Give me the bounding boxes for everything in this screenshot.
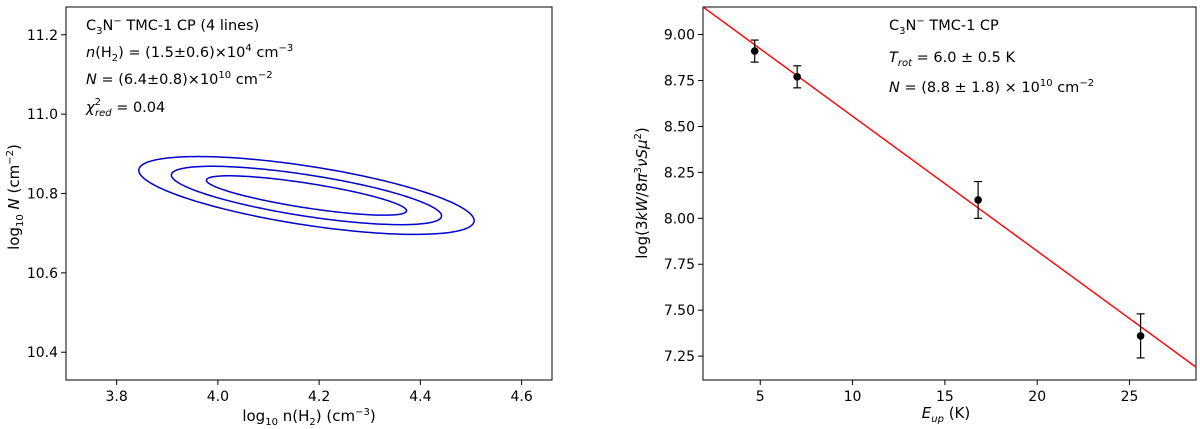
right-annotation-trot: Trot = 6.0 ± 0.5 K	[889, 50, 1015, 69]
right-y-tick-label: 8.75	[664, 73, 695, 89]
contour-line	[205, 175, 408, 216]
right-y-tick-label: 7.75	[664, 257, 695, 273]
left-y-tick-label: 11.0	[27, 107, 58, 123]
right-x-ticks: 5 10 15 20 25	[756, 380, 1139, 405]
left-x-ticks: 3.8 4.0 4.2 4.4 4.6	[105, 380, 533, 405]
contour-panel: 3.8 4.0 4.2 4.4 4.6 10.4 10.6 10.8 11.0 11.2 C3N…	[5, 6, 553, 428]
right-y-tick-label: 8.00	[664, 211, 695, 227]
right-x-tick-label: 25	[1121, 389, 1139, 405]
left-x-tick-label: 4.0	[207, 389, 229, 405]
right-y-tick-label: 8.50	[664, 119, 695, 135]
contour-line	[138, 155, 475, 236]
left-y-ticks: 10.4 10.6 10.8 11.0 11.2	[27, 28, 66, 361]
left-annotation-density: n(H2) = (1.5±0.6)×104 cm−3	[86, 43, 293, 64]
right-y-tick-label: 8.25	[664, 165, 695, 181]
left-annotation-chi2: χ2 red = 0.04	[85, 97, 165, 119]
left-y-tick-label: 10.4	[27, 345, 58, 361]
left-y-axis-label: log10 N (cm−2)	[5, 144, 26, 250]
right-y-tick-label: 9.00	[664, 28, 695, 44]
data-points	[750, 39, 1145, 359]
left-x-tick-label: 4.6	[510, 389, 532, 405]
right-y-tick-label: 7.25	[664, 349, 695, 365]
contour-group	[138, 155, 475, 236]
left-annotation-title: C3N− TMC-1 CP (4 lines)	[86, 16, 259, 37]
contour-line	[170, 165, 443, 226]
left-plot-frame	[65, 6, 553, 381]
left-x-tick-label: 4.4	[409, 389, 431, 405]
rotation-diagram-panel: 5 10 15 20 25 7.25 7.50 7.75 8.00 8.25 8.50 8.75 9.…	[633, 6, 1197, 425]
right-y-ticks: 7.25 7.50 7.75 8.00 8.25 8.50 8.75 9.00	[664, 28, 703, 365]
right-y-tick-label: 7.50	[664, 303, 695, 319]
data-point	[974, 196, 982, 204]
right-x-tick-label: 15	[936, 389, 954, 405]
left-y-tick-label: 10.8	[27, 187, 58, 203]
left-y-tick-label: 10.6	[27, 266, 58, 282]
fit-line	[703, 7, 1196, 368]
right-x-tick-label: 5	[756, 389, 765, 405]
right-x-axis-label: Eup (K)	[922, 404, 970, 425]
left-x-tick-label: 3.8	[105, 389, 127, 405]
right-plot-frame	[702, 6, 1197, 381]
right-y-axis-label: log(3kW/8π3νSμ2)	[633, 127, 651, 259]
left-y-tick-label: 11.2	[27, 28, 58, 44]
left-x-tick-label: 4.2	[308, 389, 330, 405]
left-annotation-column: N = (6.4±0.8)×1010 cm−2	[86, 70, 273, 88]
right-annotation-title: C3N− TMC-1 CP	[889, 16, 999, 37]
data-point	[793, 73, 801, 81]
data-point	[750, 47, 759, 55]
right-x-tick-label: 20	[1028, 389, 1046, 405]
left-x-axis-label: log10 n(H2) (cm−3)	[242, 407, 375, 428]
right-annotation-column: N = (8.8 ± 1.8) × 1010 cm−2	[889, 78, 1094, 96]
data-point	[1136, 332, 1145, 340]
right-x-tick-label: 10	[844, 389, 862, 405]
